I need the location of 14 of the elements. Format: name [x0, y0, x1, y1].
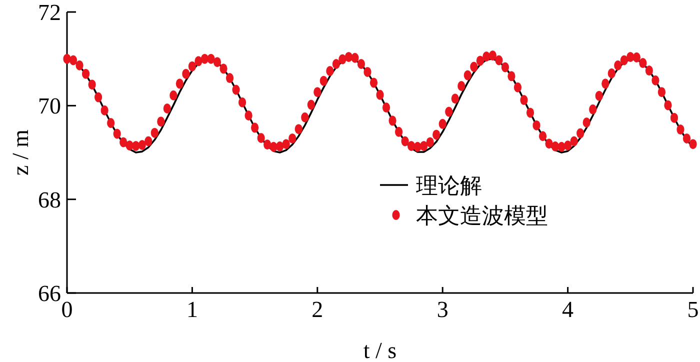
y-axis-title: z / m — [8, 129, 33, 176]
x-tick-label: 3 — [436, 297, 448, 322]
x-tick-label: 5 — [687, 297, 699, 322]
x-tick-label: 4 — [562, 297, 574, 322]
y-tick-label: 70 — [38, 94, 61, 119]
y-tick-label: 72 — [38, 0, 61, 25]
x-tick-label: 1 — [186, 297, 198, 322]
legend-label: 本文造波模型 — [416, 203, 548, 228]
legend-label: 理论解 — [416, 173, 482, 198]
x-axis-title: t / s — [363, 338, 397, 362]
y-tick-label: 68 — [38, 187, 61, 212]
y-tick-label: 66 — [38, 281, 61, 306]
x-tick-label: 2 — [312, 297, 324, 322]
x-tick-label: 0 — [61, 297, 73, 322]
